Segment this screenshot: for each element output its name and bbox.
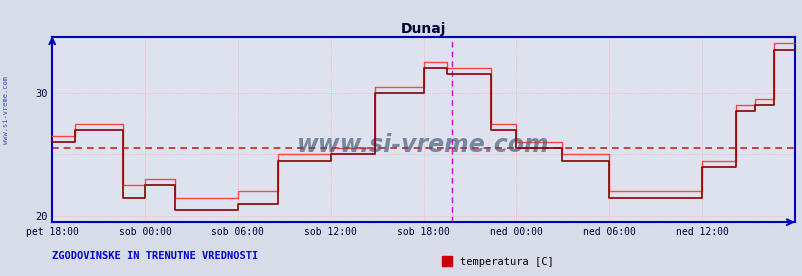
Text: www.si-vreme.com: www.si-vreme.com xyxy=(3,76,9,144)
Text: ZGODOVINSKE IN TRENUTNE VREDNOSTI: ZGODOVINSKE IN TRENUTNE VREDNOSTI xyxy=(52,251,258,261)
Title: Dunaj: Dunaj xyxy=(400,22,446,36)
Text: www.si-vreme.com: www.si-vreme.com xyxy=(297,132,549,156)
Legend: temperatura [C]: temperatura [C] xyxy=(437,252,557,271)
